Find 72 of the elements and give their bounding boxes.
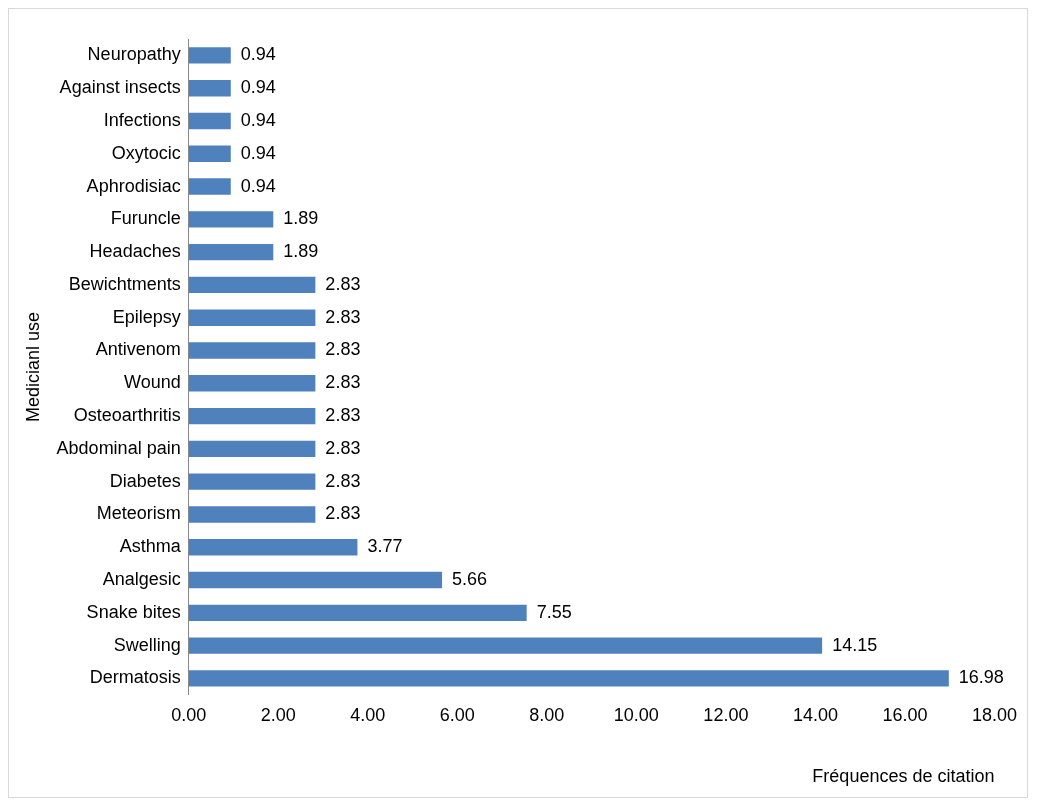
bar — [188, 309, 316, 326]
data-label: 2.83 — [325, 273, 361, 294]
x-tick-label: 10.00 — [613, 704, 659, 725]
y-tick-label: Snake bites — [86, 601, 181, 622]
bar — [188, 112, 231, 130]
y-tick-label: Aphrodisiac — [86, 175, 181, 196]
x-tick-label: 6.00 — [439, 704, 475, 725]
bar — [188, 211, 274, 228]
bar — [188, 407, 316, 425]
y-tick-label: Neuropathy — [87, 44, 181, 65]
bar — [188, 604, 527, 622]
bar — [188, 473, 316, 490]
x-tick-label: 0.00 — [171, 704, 207, 725]
bar — [188, 79, 231, 97]
data-label: 0.94 — [240, 175, 276, 196]
x-tick-label: 14.00 — [792, 704, 838, 725]
y-tick-label: Furuncle — [110, 208, 181, 229]
y-tick-label: Bewichtments — [68, 273, 181, 294]
y-tick-label: Abdominal pain — [56, 437, 181, 458]
data-label: 14.15 — [832, 634, 878, 655]
bar — [188, 571, 443, 589]
data-label: 5.66 — [452, 569, 488, 589]
data-label: 2.83 — [325, 306, 361, 327]
data-label: 0.94 — [240, 44, 276, 65]
data-label: 1.89 — [283, 241, 319, 262]
y-tick-label: Epilepsy — [112, 306, 181, 327]
y-tick-label: Against insects — [59, 77, 181, 98]
bar — [188, 440, 316, 458]
bar — [188, 178, 231, 195]
x-tick-label: 4.00 — [350, 704, 386, 725]
data-label: 2.83 — [325, 339, 361, 360]
bar — [188, 47, 231, 64]
bar — [188, 276, 316, 294]
bar — [188, 670, 949, 687]
y-tick-label: Swelling — [113, 634, 181, 655]
y-tick-label: Infections — [103, 109, 181, 130]
data-label: 16.98 — [958, 667, 1004, 688]
x-tick-label: 16.00 — [882, 704, 928, 725]
data-label: 0.94 — [240, 109, 276, 130]
x-tick-label: 12.00 — [703, 704, 749, 725]
bar — [188, 342, 316, 359]
data-label: 0.94 — [240, 77, 276, 98]
data-label: 2.83 — [325, 405, 361, 426]
y-tick-label: Antivenom — [95, 339, 181, 360]
y-tick-label: Wound — [123, 372, 181, 393]
data-label: 2.83 — [325, 470, 361, 491]
x-tick-label: 2.00 — [260, 704, 296, 725]
y-tick-label: Dermatosis — [89, 667, 181, 688]
data-label: 0.94 — [240, 142, 276, 163]
data-label: 2.83 — [325, 372, 361, 393]
bar — [188, 243, 274, 261]
bar — [188, 145, 231, 162]
data-label: 1.89 — [283, 208, 319, 229]
x-tick-label: 18.00 — [971, 704, 1017, 725]
data-label: 3.77 — [367, 536, 403, 557]
y-tick-label: Analgesic — [102, 569, 181, 589]
y-tick-label: Headaches — [89, 241, 181, 262]
data-label: 7.55 — [536, 601, 572, 622]
y-tick-label: Asthma — [119, 536, 182, 557]
y-tick-label: Osteoarthritis — [73, 405, 181, 426]
y-tick-label: Diabetes — [109, 470, 181, 491]
bar — [188, 539, 358, 556]
bar — [188, 375, 316, 392]
x-axis-title: Fréquences de citation — [812, 766, 995, 787]
y-tick-label: Meteorism — [96, 503, 181, 524]
bar — [188, 637, 823, 654]
bar — [188, 506, 316, 523]
data-label: 2.83 — [325, 437, 361, 458]
y-axis-title: Medicianl use — [22, 311, 43, 422]
data-label: 2.83 — [325, 503, 361, 524]
y-tick-label: Oxytocic — [111, 142, 181, 163]
x-tick-label: 8.00 — [529, 704, 565, 725]
